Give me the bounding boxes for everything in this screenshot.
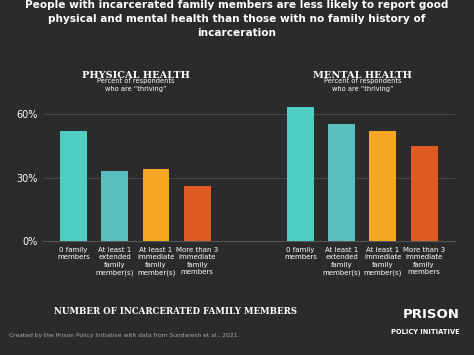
Text: POLICY INITIATIVE: POLICY INITIATIVE	[391, 329, 460, 335]
Text: NUMBER OF INCARCERATED FAMILY MEMBERS: NUMBER OF INCARCERATED FAMILY MEMBERS	[54, 307, 297, 316]
Bar	[369, 131, 396, 241]
Bar	[184, 186, 211, 241]
Text: Created by the Prison Policy Initiative with data from Sundaresh et al., 2021.: Created by the Prison Policy Initiative …	[9, 333, 240, 338]
Text: People with incarcerated family members are less likely to report good
physical : People with incarcerated family members …	[25, 0, 449, 38]
Bar	[101, 171, 128, 241]
Text: Percent of respondents
who are “thriving”: Percent of respondents who are “thriving…	[97, 78, 174, 92]
Text: Percent of respondents
who are “thriving”: Percent of respondents who are “thriving…	[323, 78, 401, 92]
Bar	[60, 131, 87, 241]
Text: PRISON: PRISON	[403, 308, 460, 321]
Bar	[287, 107, 314, 241]
Bar	[410, 146, 438, 241]
Bar	[328, 124, 355, 241]
Bar	[143, 169, 170, 241]
Text: PHYSICAL HEALTH: PHYSICAL HEALTH	[82, 71, 190, 80]
Text: MENTAL HEALTH: MENTAL HEALTH	[313, 71, 412, 80]
